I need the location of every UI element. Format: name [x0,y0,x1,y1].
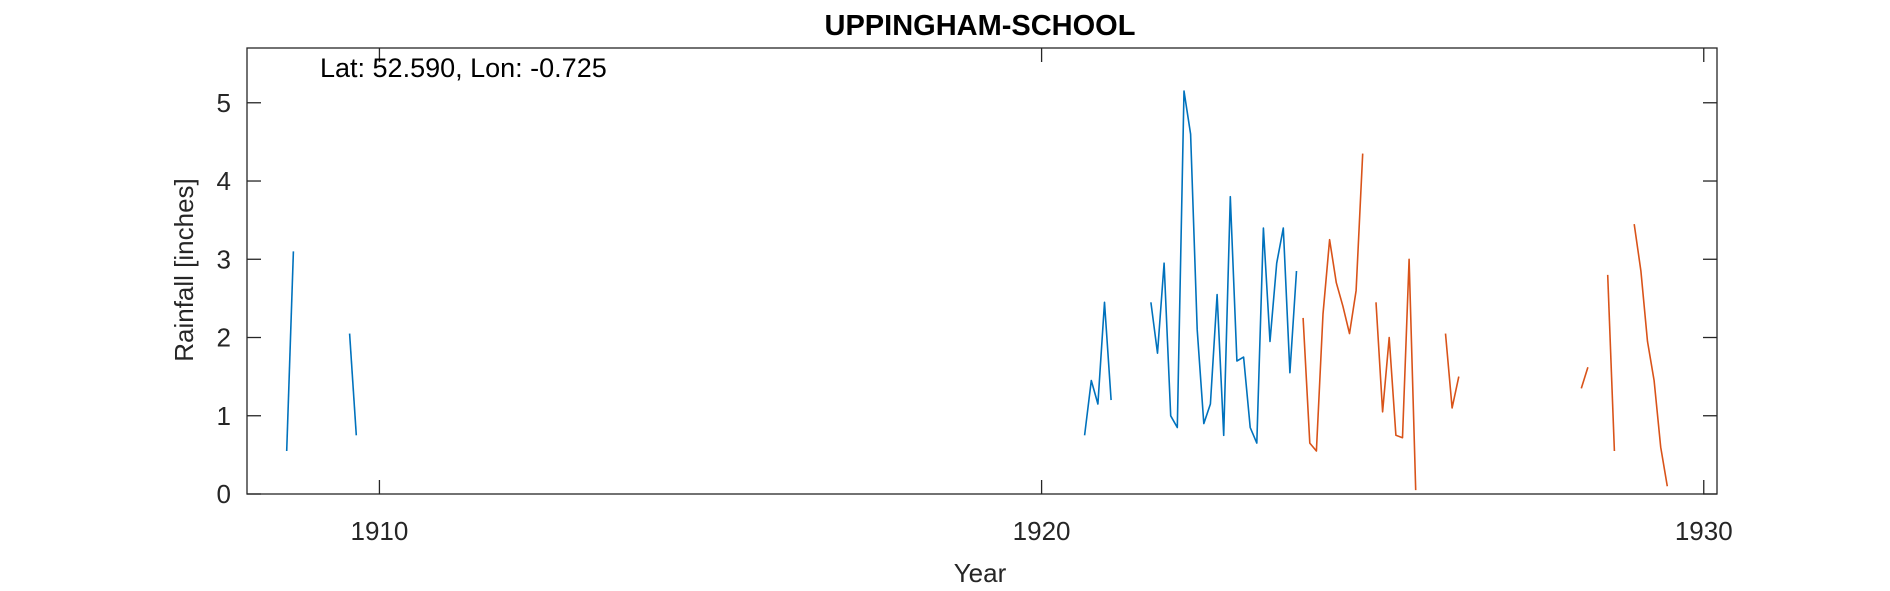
y-axis-label: Rainfall [inches] [169,178,199,362]
x-tick-label: 1910 [351,516,409,546]
series-2-line-segment-3 [1444,333,1460,409]
y-tick-label: 2 [217,323,231,353]
y-tick-label: 5 [217,88,231,118]
chart-title: UPPINGHAM-SCHOOL [825,10,1136,42]
y-tick-label: 4 [217,166,231,196]
series-2-line-segment-2 [1375,258,1417,491]
series-2-line-segment-5 [1606,274,1616,452]
series-1-line-segment-4 [1150,90,1298,444]
series-1-line-segment-2 [348,333,358,436]
plot-area: 1910 1920 1930 0 1 2 3 4 5 [217,47,1733,546]
series-2-line-segment-1 [1302,153,1364,452]
y-tick-label: 3 [217,244,231,274]
series-2-line-segment-6 [1633,223,1669,487]
series-2-line-segment-4 [1580,366,1589,389]
x-tick-label: 1920 [1013,516,1071,546]
location-annotation: Lat: 52.590, Lon: -0.725 [320,53,607,83]
x-axis-label: Year [954,558,1007,588]
series-1-line-segment-3 [1083,301,1112,436]
y-tick-label: 0 [217,479,231,509]
y-tick-label: 1 [217,401,231,431]
series-1-line-segment-1 [285,251,295,452]
axes-box [246,47,1718,495]
x-tick-label: 1930 [1675,516,1733,546]
